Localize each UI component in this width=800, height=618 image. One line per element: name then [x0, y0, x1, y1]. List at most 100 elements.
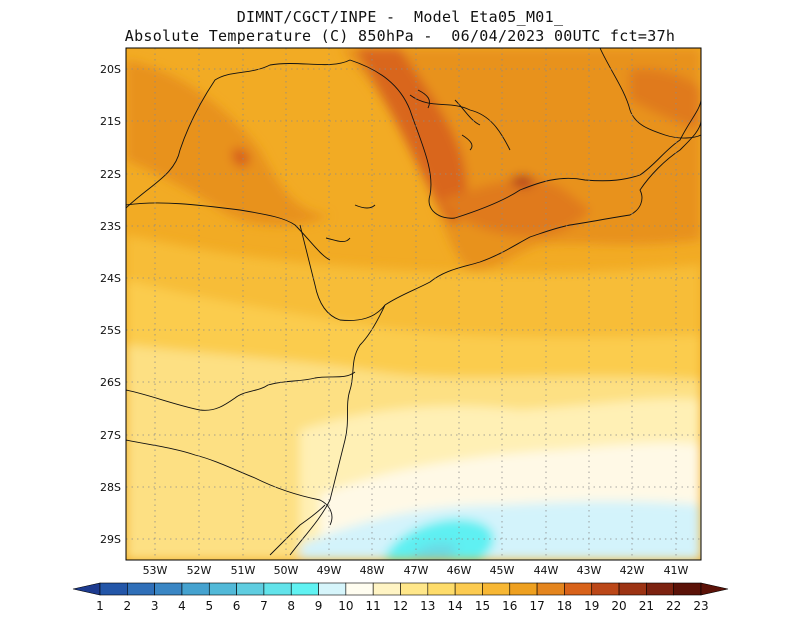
colorbar-swatch	[509, 582, 538, 596]
colorbar-label: 20	[611, 599, 626, 613]
graticule	[126, 48, 701, 560]
lon-tick-label: 42W	[620, 564, 645, 577]
colorbar-label: 10	[338, 599, 353, 613]
colorbar-label: 19	[584, 599, 599, 613]
colorbar-swatch	[99, 582, 128, 596]
colorbar-label: 22	[666, 599, 681, 613]
coastline-rs	[269, 504, 326, 556]
colorbar-label: 7	[260, 599, 268, 613]
band-19-20	[510, 174, 535, 188]
colorbar-label: 14	[447, 599, 462, 613]
colorbar-swatch	[208, 582, 237, 596]
colorbar-swatch	[646, 582, 674, 596]
colorbar-swatch	[673, 582, 702, 596]
lon-tick-label: 50W	[274, 564, 299, 577]
colorbar-swatch	[427, 582, 456, 596]
colorbar-label: 9	[315, 599, 323, 613]
colorbar-arrow-low	[72, 582, 101, 596]
colorbar-label: 17	[529, 599, 544, 613]
colorbar-swatch	[318, 582, 347, 596]
colorbar-label: 16	[502, 599, 517, 613]
boundaries	[126, 48, 701, 556]
colorbar-label: 11	[366, 599, 381, 613]
lon-tick-label: 52W	[187, 564, 212, 577]
colorbar-label: 6	[233, 599, 241, 613]
lon-axis: 53W 52W 51W 50W 49W 48W 47W 46W 45W 44W …	[143, 564, 689, 577]
colorbar-swatch	[536, 582, 565, 596]
lat-tick-label: 20S	[100, 63, 121, 76]
reservoir-outline-north	[417, 89, 481, 151]
colorbar-swatch	[400, 582, 429, 596]
colorbar-swatch	[591, 582, 620, 596]
colorbar-swatch	[454, 582, 483, 596]
colorbar-label: 2	[123, 599, 131, 613]
colorbar-label: 18	[557, 599, 572, 613]
colorbar-swatch	[236, 582, 265, 596]
temperature-field	[126, 48, 701, 560]
lon-tick-label: 53W	[143, 564, 168, 577]
lon-tick-label: 46W	[447, 564, 472, 577]
coastline-south	[289, 304, 386, 556]
colorbar: 1 2 3 4 5 6 7 8 9 10 11 12 13 14 15 16 17 18 19 20 21 22 23	[72, 582, 729, 613]
band-17-18-west	[126, 60, 330, 226]
lat-axis: 20S 21S 22S 23S 24S 25S 26S 27S 28S 29S	[100, 63, 121, 546]
state-boundary-mg-es	[599, 48, 701, 139]
colorbar-swatch	[372, 582, 401, 596]
lat-tick-label: 28S	[100, 481, 121, 494]
colorbar-label: 4	[178, 599, 186, 613]
reservoir-outline	[325, 204, 376, 243]
band-18-19-coast	[440, 178, 590, 237]
lon-tick-label: 41W	[664, 564, 689, 577]
title-line-1: DIMNT/CGCT/INPE - Model Eta05_M01_	[236, 8, 564, 26]
colorbar-swatch	[345, 582, 374, 596]
band-18-19	[355, 48, 467, 225]
colorbar-swatch	[127, 582, 155, 596]
map-frame	[125, 47, 702, 561]
colorbar-swatch	[263, 582, 292, 596]
lat-tick-label: 21S	[100, 115, 121, 128]
colorbar-label: 23	[693, 599, 708, 613]
colorbar-label: 3	[151, 599, 159, 613]
band-9-10	[385, 519, 494, 560]
state-boundary-pr-sc	[126, 371, 356, 411]
colorbar-label: 13	[420, 599, 435, 613]
lon-tick-label: 45W	[490, 564, 515, 577]
colorbar-label: 12	[393, 599, 408, 613]
colorbar-swatch	[564, 582, 593, 596]
colorbar-label: 15	[475, 599, 490, 613]
lat-tick-label: 27S	[100, 429, 121, 442]
state-boundary-sc-rs	[126, 439, 333, 526]
colorbar-label: 5	[205, 599, 213, 613]
colorbar-swatch	[482, 582, 511, 596]
state-boundary-pr-sp	[299, 224, 386, 321]
band-18-19-ne	[630, 68, 701, 130]
state-boundary-ms-mg	[126, 59, 351, 209]
colorbar-arrow-high	[700, 582, 729, 596]
band-8-9	[410, 543, 457, 560]
lon-tick-label: 47W	[404, 564, 429, 577]
lon-tick-label: 51W	[231, 564, 256, 577]
colorbar-swatch	[181, 582, 210, 596]
river-grande	[409, 94, 511, 151]
lon-tick-label: 49W	[317, 564, 342, 577]
state-boundary-ms-sp	[126, 202, 331, 261]
lon-tick-label: 43W	[577, 564, 602, 577]
colorbar-label: 1	[96, 599, 104, 613]
lat-tick-label: 29S	[100, 533, 121, 546]
colorbar-label: 21	[639, 599, 654, 613]
lat-tick-label: 25S	[100, 324, 121, 337]
colorbar-swatch	[154, 582, 183, 596]
colorbar-label: 8	[287, 599, 295, 613]
lat-tick-label: 24S	[100, 272, 121, 285]
state-boundary-mg-sp	[349, 59, 456, 219]
colorbar-swatch	[618, 582, 647, 596]
title-line-2: Absolute Temperature (C) 850hPa - 06/04/…	[124, 27, 676, 45]
lat-tick-label: 26S	[100, 376, 121, 389]
coastline-se	[384, 119, 701, 306]
band-18-19-spot	[232, 148, 250, 167]
colorbar-swatch	[290, 582, 319, 596]
lon-tick-label: 48W	[360, 564, 385, 577]
lon-tick-label: 44W	[534, 564, 559, 577]
lat-tick-label: 22S	[100, 168, 121, 181]
